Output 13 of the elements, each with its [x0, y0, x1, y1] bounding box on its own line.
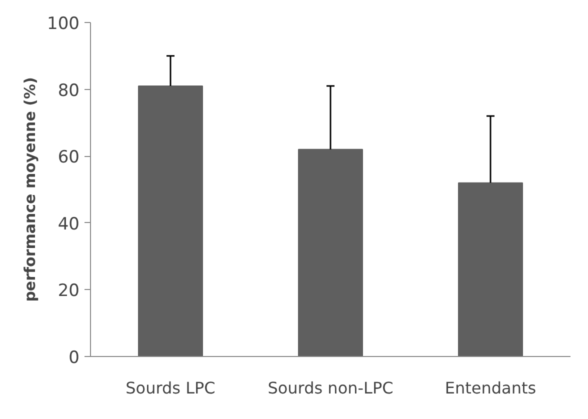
y-axis-title: performance moyenne (%): [21, 77, 40, 302]
bar: [138, 85, 203, 356]
x-tick-label: Sourds non-LPC: [268, 378, 394, 398]
y-tick-label: 0: [68, 348, 80, 368]
x-tick-label: Entendants: [444, 378, 536, 398]
bar: [298, 148, 363, 356]
x-tick-label: Sourds LPC: [126, 378, 216, 398]
y-tick-label: 60: [58, 148, 80, 168]
y-tick-label: 100: [47, 14, 80, 34]
y-tick-label: 80: [58, 80, 80, 101]
bar: [458, 182, 523, 356]
y-tick-label: 20: [58, 281, 80, 302]
y-tick-label: 40: [58, 214, 80, 234]
